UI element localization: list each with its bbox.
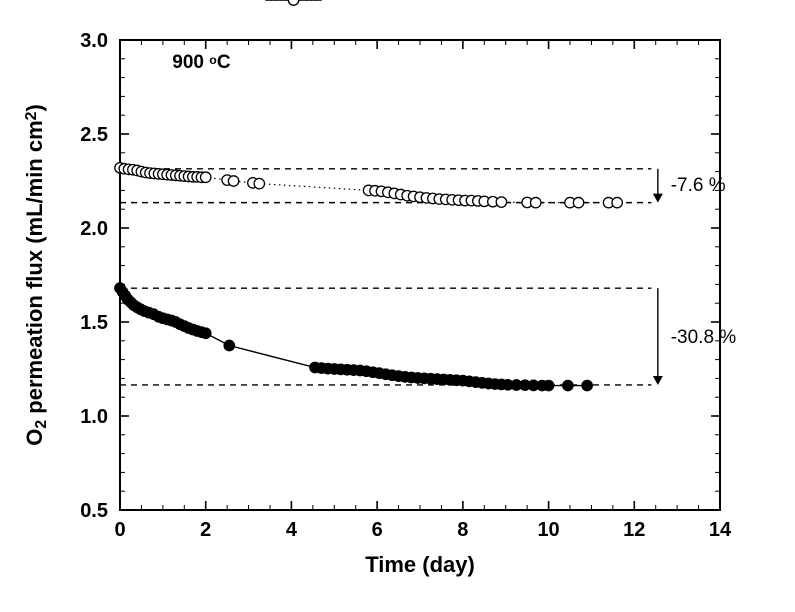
svg-text:0.5: 0.5 (80, 500, 108, 522)
x-axis-label: Time (day) (365, 552, 475, 577)
svg-text:0: 0 (114, 519, 125, 541)
data-point (496, 197, 506, 207)
svg-text:1.0: 1.0 (80, 406, 108, 428)
svg-text:14: 14 (709, 519, 732, 541)
data-point (573, 197, 583, 207)
data-point (543, 380, 553, 390)
svg-text:8: 8 (457, 519, 468, 541)
data-point (563, 380, 573, 390)
y-axis-label: O2 permeation flux (mL/min cm2) (22, 104, 50, 446)
data-point (612, 197, 622, 207)
data-point (254, 178, 264, 188)
data-point (582, 380, 592, 390)
data-point (224, 340, 234, 350)
data-point (201, 172, 211, 182)
legend-label: LSTF- coated BSCF tubular membrane (332, 0, 628, 4)
svg-text:12: 12 (623, 519, 645, 541)
svg-text:1.5: 1.5 (80, 312, 108, 334)
svg-text:3.0: 3.0 (80, 30, 108, 52)
percent-annotation: -7.6 % (671, 175, 726, 196)
percent-annotation: -30.8 % (671, 327, 737, 348)
data-point (531, 197, 541, 207)
data-point (201, 328, 211, 338)
svg-text:2.0: 2.0 (80, 218, 108, 240)
data-point (228, 176, 238, 186)
svg-text:10: 10 (537, 519, 559, 541)
temperature-label: 900 oC (172, 52, 231, 73)
chart-container: 0 2 4 6 8 10 12 14 0.5 1.0 1.5 2.0 2.5 3.0 Time (day) O… (0, 0, 795, 612)
svg-text:2.5: 2.5 (80, 124, 108, 146)
legend-marker-icon (288, 0, 298, 5)
chart-svg: 0 2 4 6 8 10 12 14 0.5 1.0 1.5 2.0 2.5 3.0 Time (day) O… (0, 0, 795, 612)
svg-text:4: 4 (286, 519, 298, 541)
svg-text:6: 6 (372, 519, 383, 541)
svg-text:2: 2 (200, 519, 211, 541)
